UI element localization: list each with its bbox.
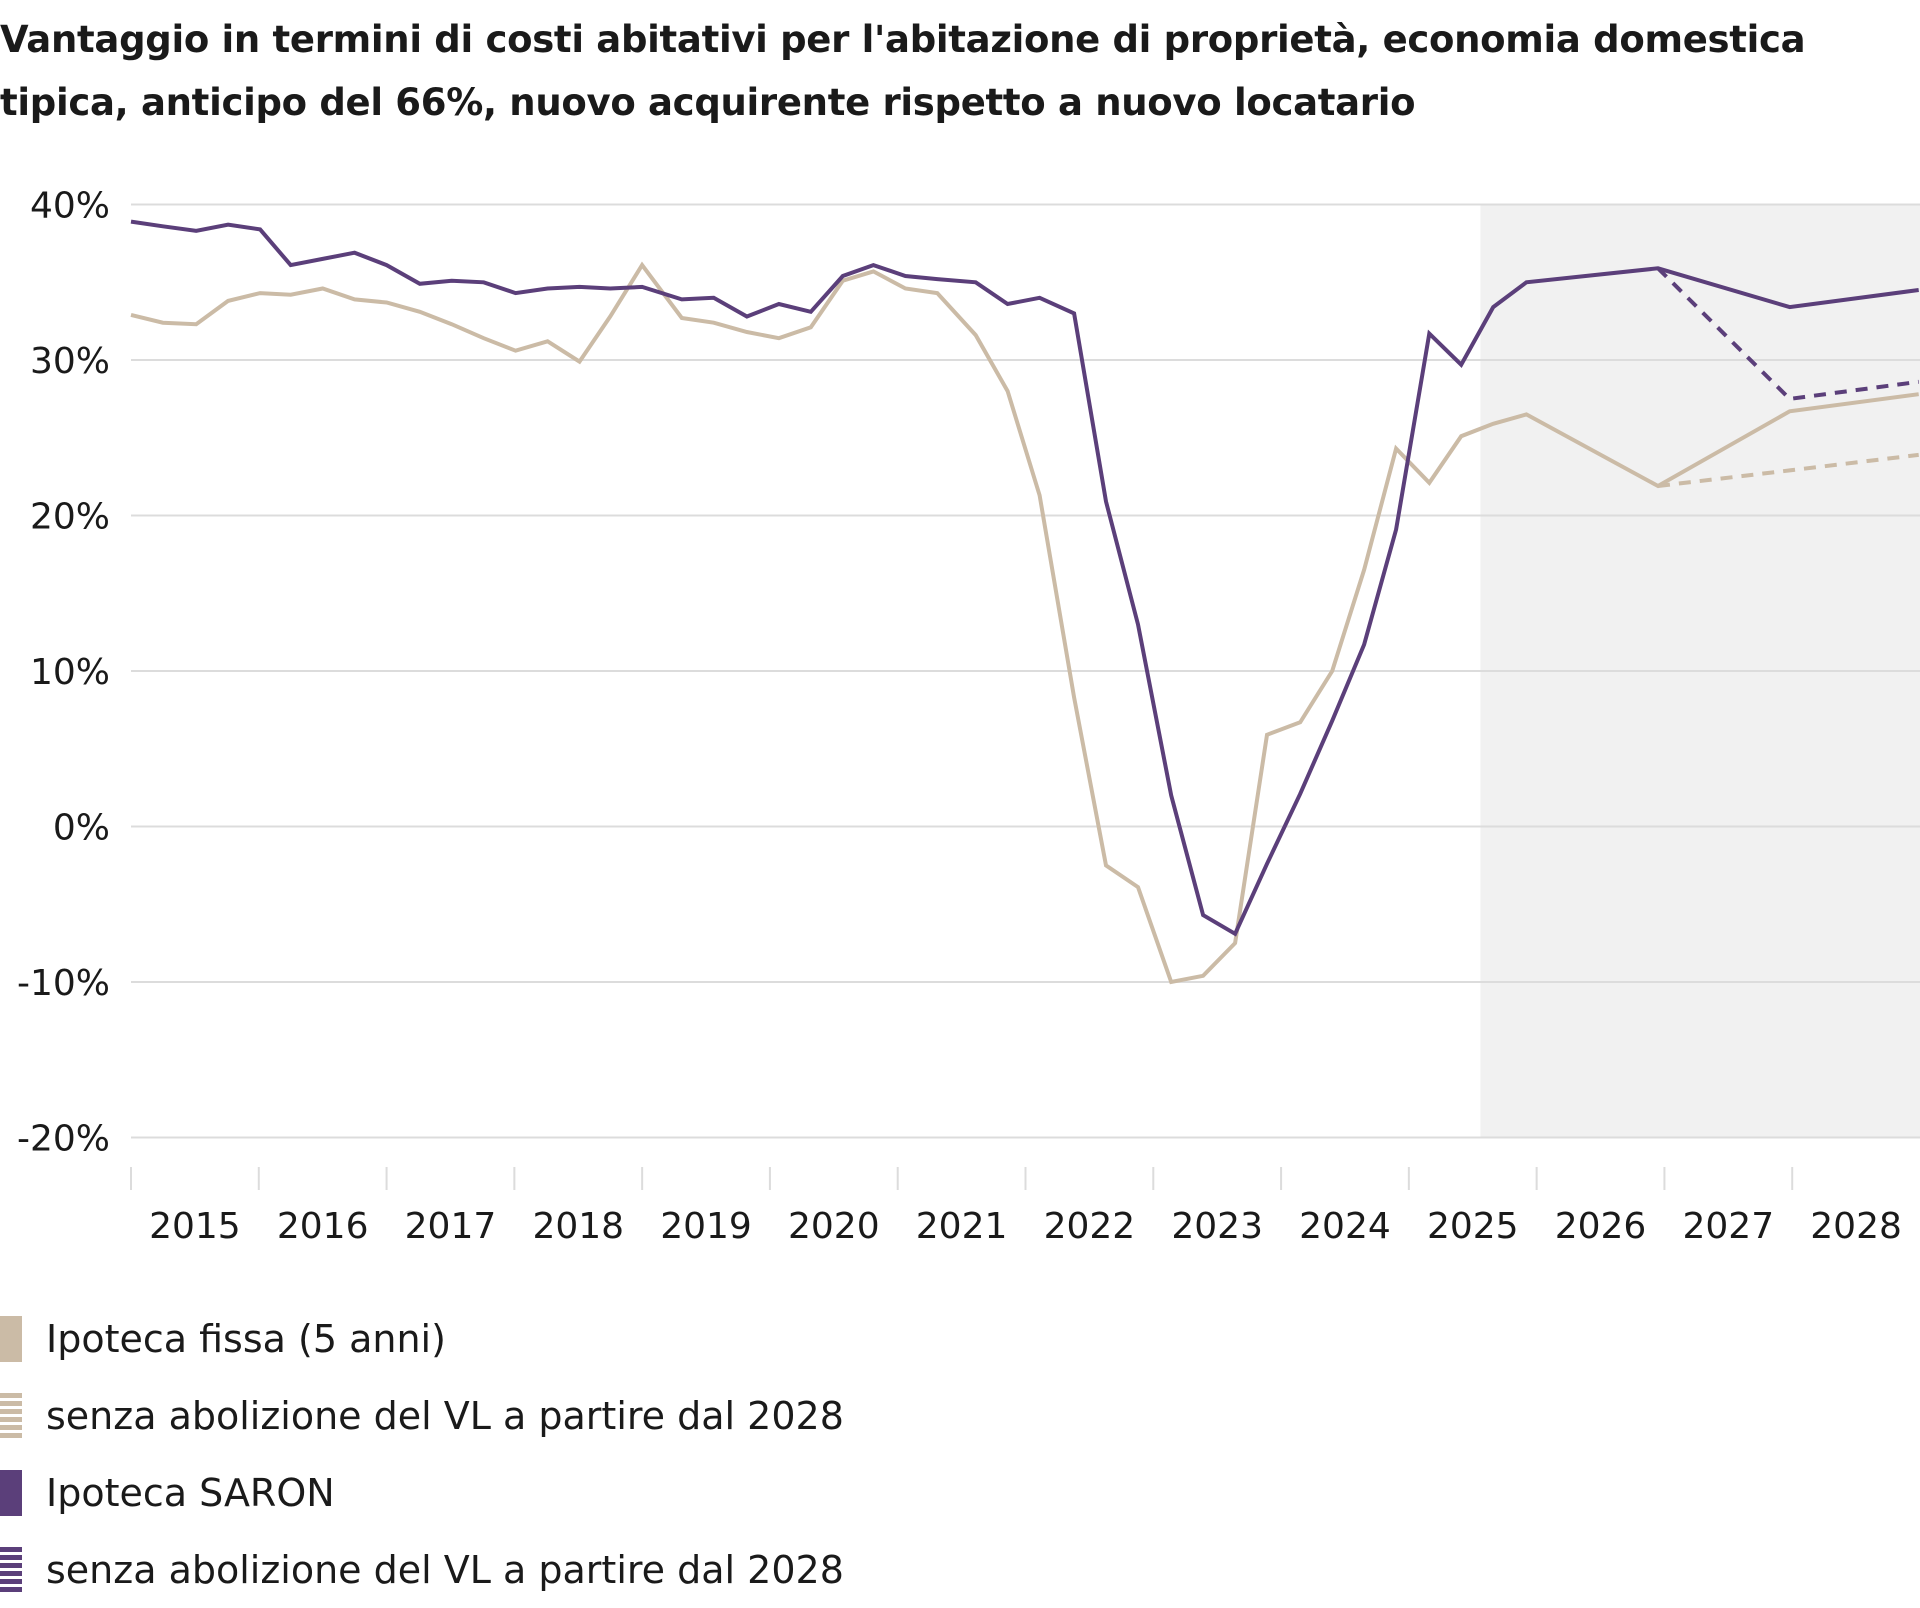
y-tick-label: 40%	[30, 186, 110, 227]
y-tick-label: 0%	[53, 808, 110, 849]
x-tick-label: 2025	[1427, 1206, 1519, 1247]
legend-item: Ipoteca fissa (5 anni)	[0, 1300, 844, 1377]
x-tick-label: 2026	[1555, 1206, 1647, 1247]
legend-swatch-striped	[0, 1546, 22, 1593]
y-tick-label: 30%	[30, 341, 110, 382]
series-line-3	[130, 219, 1919, 937]
chart-title: Vantaggio in termini di costi abitativi …	[0, 18, 1806, 124]
x-tick-label: 2019	[660, 1206, 752, 1247]
legend-item: Ipoteca SARON	[0, 1454, 844, 1531]
legend-swatch	[0, 1469, 22, 1516]
x-tick-label: 2015	[149, 1206, 241, 1247]
legend-item: senza abolizione del VL a partire dal 20…	[0, 1377, 844, 1454]
legend: Ipoteca fissa (5 anni) senza abolizione d…	[0, 1300, 844, 1608]
y-tick-label: -10%	[17, 963, 110, 1004]
x-tick-label: 2027	[1683, 1206, 1775, 1247]
series-line-2	[1657, 452, 1919, 488]
series-line-1	[130, 261, 1919, 985]
x-tick-label: 2022	[1044, 1206, 1136, 1247]
legend-swatch	[0, 1315, 22, 1362]
legend-item: senza abolizione del VL a partire dal 20…	[0, 1531, 844, 1608]
x-tick-label: 2023	[1171, 1206, 1263, 1247]
x-tick-label: 2020	[788, 1206, 880, 1247]
legend-swatch-striped	[0, 1392, 22, 1439]
legend-label: Ipoteca fissa (5 anni)	[46, 1316, 446, 1361]
x-tick-label: 2028	[1810, 1206, 1902, 1247]
x-tick-label: 2021	[916, 1206, 1008, 1247]
legend-label: Ipoteca SARON	[46, 1470, 335, 1515]
legend-label: senza abolizione del VL a partire dal 20…	[46, 1547, 844, 1592]
y-tick-label: -20%	[17, 1119, 110, 1160]
y-tick-label: 10%	[30, 652, 110, 693]
x-tick-label: 2017	[405, 1206, 497, 1247]
line-chart: 40% 30% 20% 10% 0% -10% -20% 2015 2016 2017 2018 20…	[17, 186, 1920, 1247]
x-tick-label: 2024	[1299, 1206, 1391, 1247]
x-tick-label: 2018	[532, 1206, 624, 1247]
y-tick-label: 20%	[30, 497, 110, 538]
x-tick-label: 2016	[277, 1206, 369, 1247]
legend-label: senza abolizione del VL a partire dal 20…	[46, 1393, 844, 1438]
